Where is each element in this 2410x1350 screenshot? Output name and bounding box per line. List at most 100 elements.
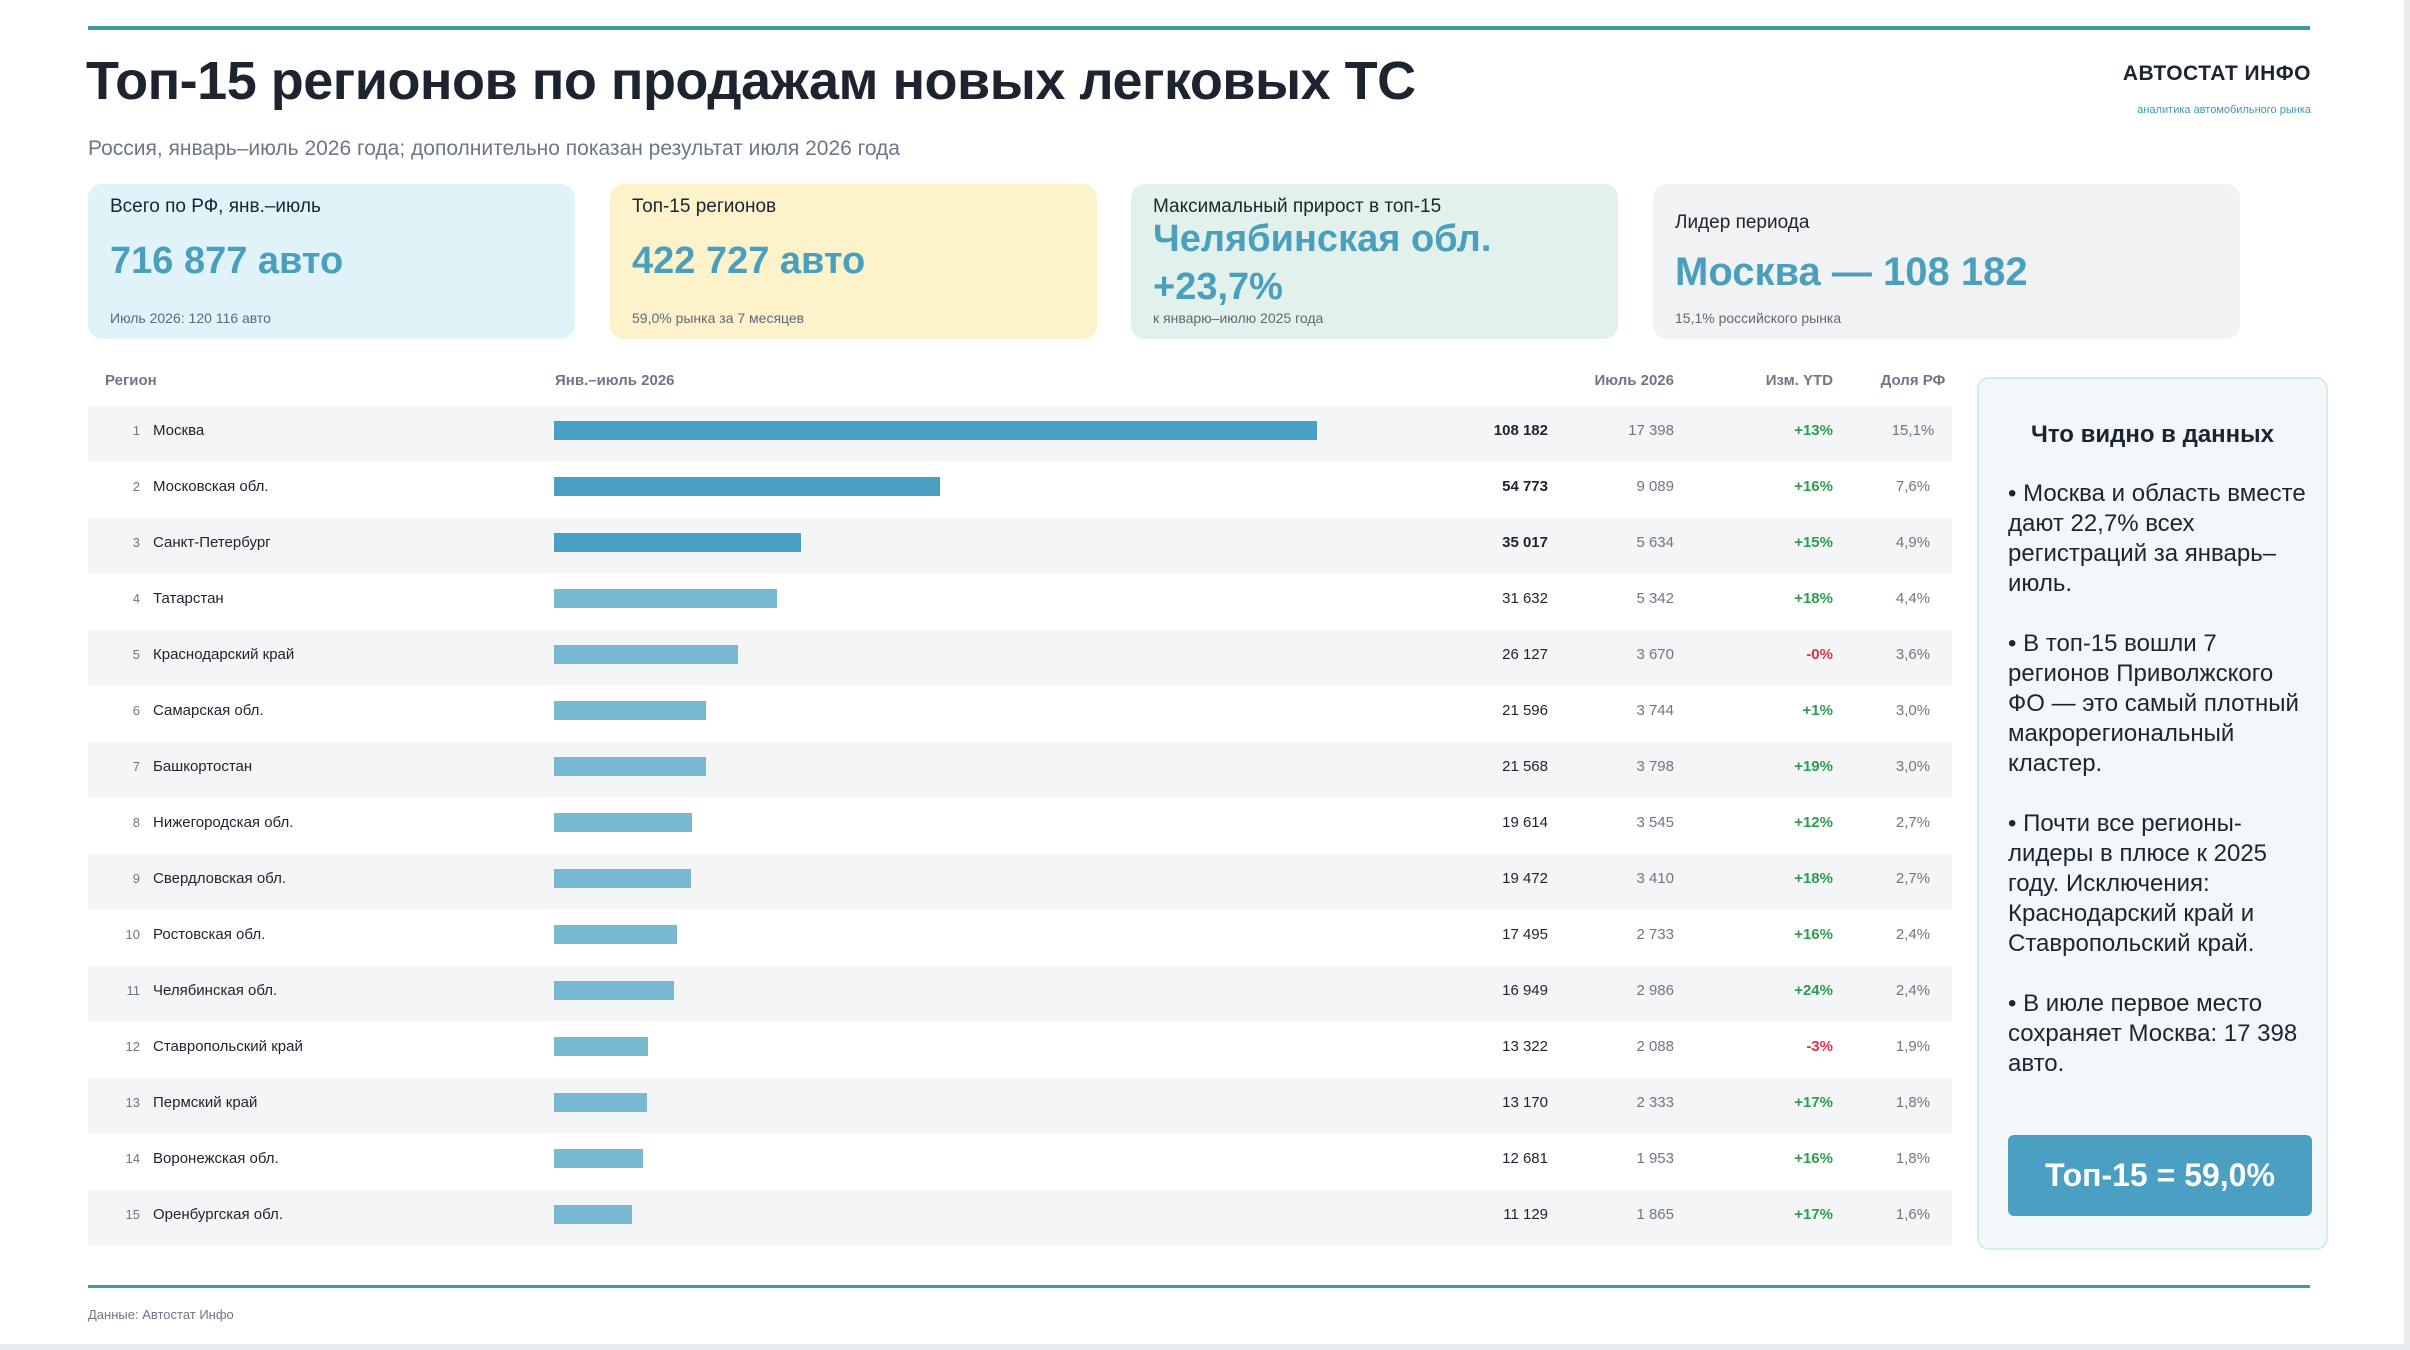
row-july-value: 9 089 xyxy=(1636,478,1674,495)
row-share: 2,7% xyxy=(1895,814,1931,831)
kpi-card-leader: Лидер периода Москва — 108 182 15,1% рос… xyxy=(1653,184,2240,339)
row-ytd-bar xyxy=(554,701,706,720)
row-rank: 11 xyxy=(126,983,141,998)
kpi-value-growth: +23,7% xyxy=(1153,266,1283,308)
row-ytd-value: 19 614 xyxy=(1502,814,1548,831)
row-ytd-value: 19 472 xyxy=(1502,870,1548,887)
row-share: 4,4% xyxy=(1895,590,1931,607)
row-rank: 15 xyxy=(125,1207,140,1222)
row-region: Воронежская обл. xyxy=(153,1150,279,1167)
row-rank: 4 xyxy=(132,591,140,606)
row-july-value: 5 634 xyxy=(1636,534,1674,551)
row-region: Башкортостан xyxy=(153,758,253,775)
table-row: 7 Башкортостан 21 568 3 798 +19% 3,0% xyxy=(88,742,1952,798)
row-july-value: 5 342 xyxy=(1636,590,1674,607)
row-share: 2,4% xyxy=(1895,926,1931,943)
column-header-july: Июль 2026 xyxy=(1594,372,1674,389)
insight-item: • Почти все регионы-лидеры в плюсе к 202… xyxy=(2008,810,2268,957)
row-region: Пермский край xyxy=(153,1094,258,1111)
row-july-value: 2 088 xyxy=(1636,1038,1674,1055)
kpi-card-max-growth: Максимальный прирост в топ-15 Челябинска… xyxy=(1131,184,1618,339)
table-row: 10 Ростовская обл. 17 495 2 733 +16% 2,4% xyxy=(88,910,1952,966)
row-ytd-value: 11 129 xyxy=(1503,1206,1548,1223)
row-ytd-value: 21 596 xyxy=(1502,702,1548,719)
row-change: +19% xyxy=(1794,758,1833,775)
kpi-label: Топ-15 регионов xyxy=(632,196,777,217)
row-share: 2,7% xyxy=(1895,870,1931,887)
row-ytd-value: 108 182 xyxy=(1493,422,1548,439)
bottom-divider xyxy=(88,1285,2310,1288)
kpi-value-region: Челябинская обл. xyxy=(1153,218,1492,260)
row-ytd-value: 17 495 xyxy=(1502,926,1548,943)
column-header-change: Изм. YTD xyxy=(1765,372,1833,389)
row-rank: 8 xyxy=(132,815,140,830)
row-july-value: 3 410 xyxy=(1636,870,1674,887)
page-title: Топ-15 регионов по продажам новых легков… xyxy=(86,51,1416,111)
row-july-value: 1 865 xyxy=(1636,1206,1674,1223)
brand-block: АВТОСТАТ ИНФО аналитика автомобильного р… xyxy=(2123,62,2311,116)
row-rank: 12 xyxy=(125,1039,140,1054)
row-share: 7,6% xyxy=(1895,478,1931,495)
row-change: +24% xyxy=(1794,982,1833,999)
row-region: Свердловская обл. xyxy=(153,870,286,887)
table-row: 2 Московская обл. 54 773 9 089 +16% 7,6% xyxy=(88,462,1952,518)
row-change: +16% xyxy=(1794,478,1833,495)
row-rank: 10 xyxy=(125,927,140,942)
row-july-value: 2 733 xyxy=(1636,926,1674,943)
row-july-value: 3 670 xyxy=(1636,646,1674,663)
row-change: +13% xyxy=(1794,422,1833,439)
row-ytd-bar xyxy=(554,1093,647,1112)
row-rank: 9 xyxy=(132,871,140,886)
row-ytd-bar xyxy=(554,589,777,608)
row-share: 4,9% xyxy=(1895,534,1931,551)
row-change: +16% xyxy=(1794,926,1833,943)
row-share: 2,4% xyxy=(1895,982,1931,999)
row-change: +12% xyxy=(1794,814,1833,831)
table-row: 11 Челябинская обл. 16 949 2 986 +24% 2,4% xyxy=(88,966,1952,1022)
insights-title: Что видно в данных xyxy=(2030,421,2275,448)
row-ytd-value: 12 681 xyxy=(1502,1150,1548,1167)
table-row: 4 Татарстан 31 632 5 342 +18% 4,4% xyxy=(88,574,1952,630)
data-source-note: Данные: Автостат Инфо xyxy=(88,1307,234,1322)
row-region: Московская обл. xyxy=(153,478,269,495)
row-rank: 3 xyxy=(132,535,140,550)
row-region: Челябинская обл. xyxy=(153,982,278,999)
row-july-value: 3 545 xyxy=(1636,814,1674,831)
insight-item: • В июле первое место сохраняет Москва: … xyxy=(2008,990,2298,1077)
row-share: 3,6% xyxy=(1895,646,1931,663)
brand-tagline: аналитика автомобильного рынка xyxy=(2137,104,2311,116)
row-ytd-bar xyxy=(554,533,801,552)
row-rank: 14 xyxy=(125,1151,140,1166)
row-july-value: 17 398 xyxy=(1628,422,1674,439)
row-rank: 13 xyxy=(125,1095,140,1110)
row-region: Нижегородская обл. xyxy=(153,814,294,831)
row-region: Краснодарский край xyxy=(153,646,295,663)
insight-item: • В топ-15 вошли 7 регионов Приволжского… xyxy=(2008,630,2299,777)
kpi-value: 422 727 авто xyxy=(632,240,866,282)
row-july-value: 2 333 xyxy=(1636,1094,1674,1111)
column-header-share: Доля РФ xyxy=(1880,372,1946,389)
row-ytd-value: 13 170 xyxy=(1502,1094,1548,1111)
row-region: Ставропольский край xyxy=(153,1038,303,1055)
row-region: Оренбургская обл. xyxy=(153,1206,283,1223)
row-july-value: 1 953 xyxy=(1636,1150,1674,1167)
row-share: 3,0% xyxy=(1895,702,1931,719)
column-header-ytd: Янв.–июль 2026 xyxy=(555,372,675,389)
top-divider xyxy=(88,26,2310,30)
row-rank: 6 xyxy=(132,703,140,718)
row-change: +18% xyxy=(1794,870,1833,887)
kpi-card-top15: Топ-15 регионов 422 727 авто 59,0% рынка… xyxy=(610,184,1097,339)
row-region: Татарстан xyxy=(153,590,224,607)
row-ytd-bar xyxy=(554,981,674,1000)
row-ytd-bar xyxy=(554,757,706,776)
row-change: -0% xyxy=(1806,646,1833,663)
table-row: 6 Самарская обл. 21 596 3 744 +1% 3,0% xyxy=(88,686,1952,742)
brand-name: АВТОСТАТ ИНФО xyxy=(2122,62,2311,85)
top15-share-badge: Топ-15 = 59,0% xyxy=(2008,1135,2312,1216)
kpi-label: Максимальный прирост в топ-15 xyxy=(1153,196,1442,217)
kpi-value: Москва — 108 182 xyxy=(1675,250,2028,294)
row-share: 1,8% xyxy=(1895,1150,1931,1167)
table-row: 1 Москва 108 182 17 398 +13% 15,1% xyxy=(88,406,1952,462)
row-change: +1% xyxy=(1802,702,1833,719)
row-change: +17% xyxy=(1794,1094,1833,1111)
